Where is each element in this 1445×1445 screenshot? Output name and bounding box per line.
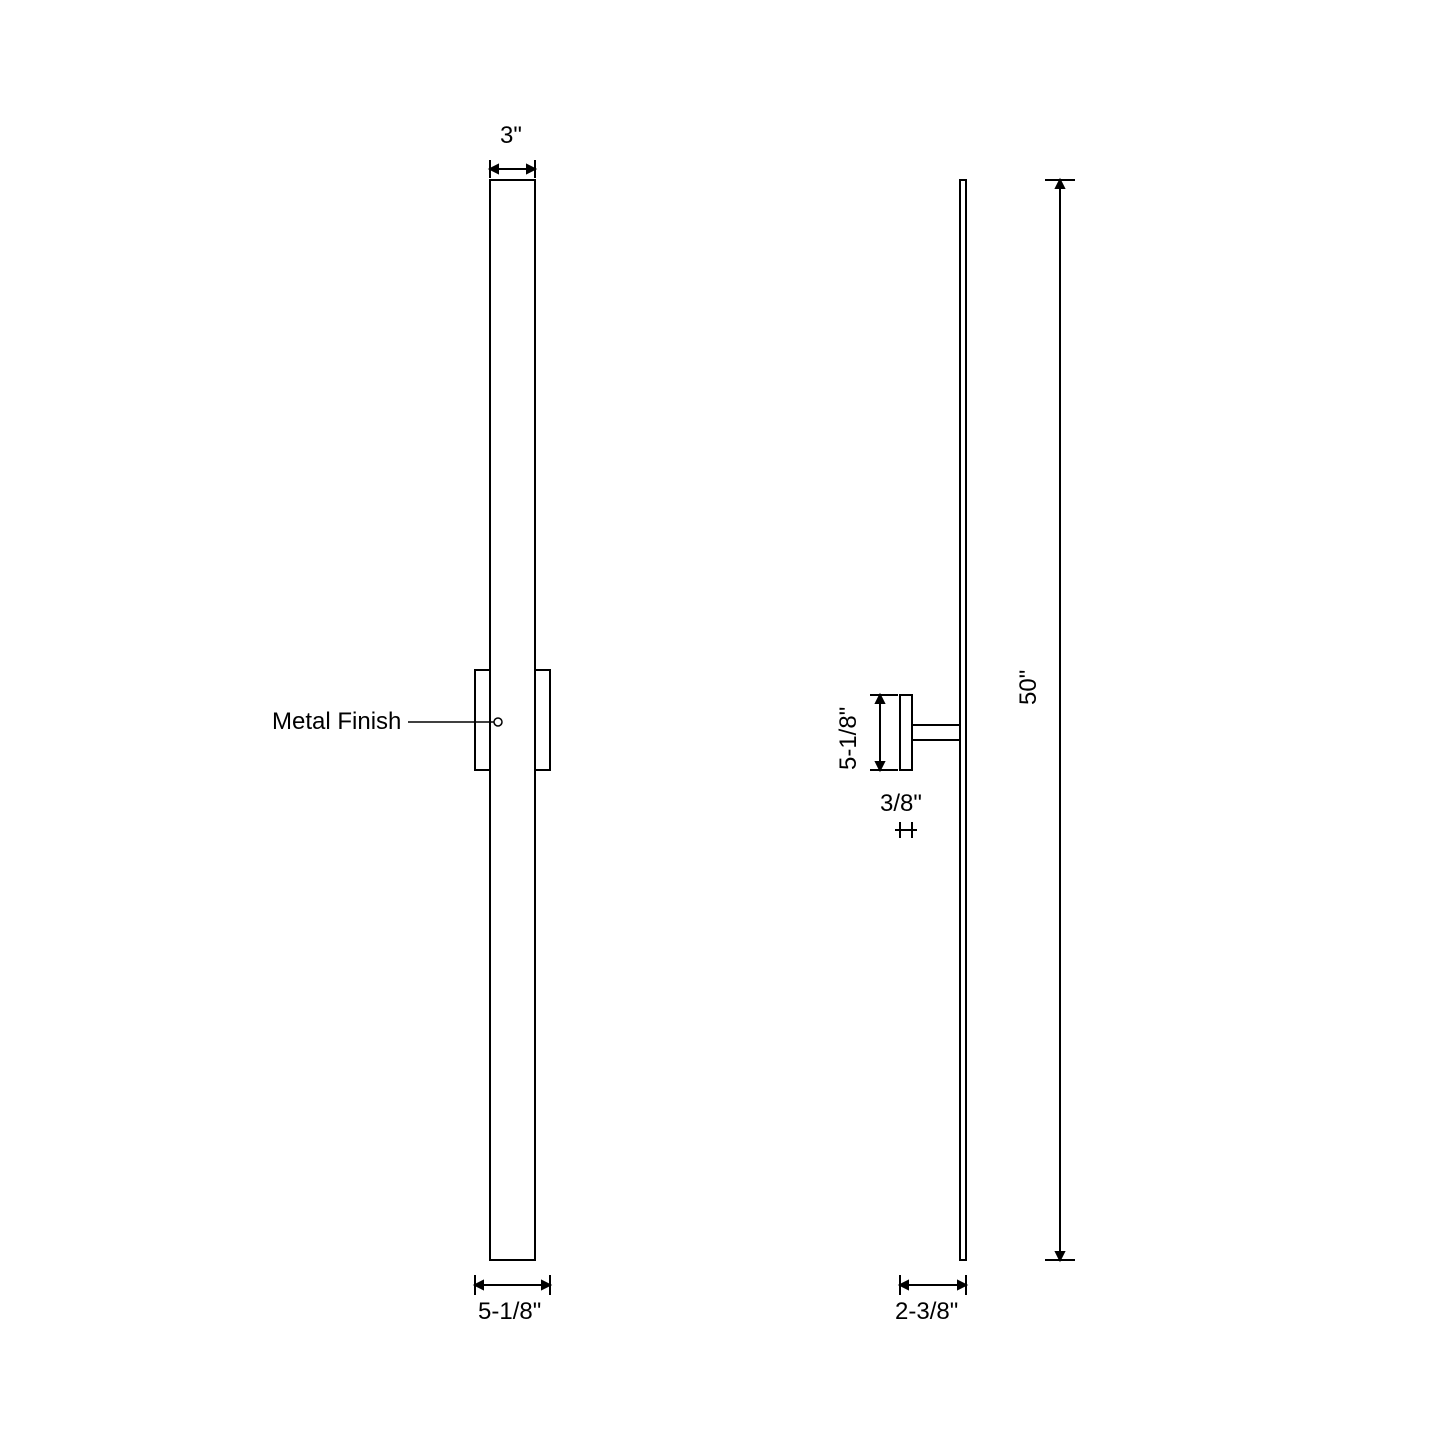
callout-label-metal-finish: Metal Finish [272,708,401,736]
dim-label-plate-h: 5-1/8" [835,707,863,770]
dim-label-height-50: 50" [1015,670,1043,705]
dim-label-plate-w: 3/8" [880,790,922,818]
side-depth-dimension [900,1275,966,1295]
metal-finish-callout [408,718,502,726]
dim-label-depth: 2-3/8" [895,1298,958,1326]
front-bottom-dimension [475,1275,550,1295]
side-plate-width-dimension [895,822,917,838]
side-plate-height-dimension [870,695,898,770]
front-top-dimension [490,160,535,178]
dim-label-bottom-5-1-8: 5-1/8" [478,1298,541,1326]
technical-drawing [0,0,1445,1445]
side-bar [960,180,966,1260]
side-height-dimension [1045,180,1075,1260]
side-stem [912,725,960,740]
dim-label-top-3in: 3" [500,122,522,150]
side-plate [900,695,912,770]
